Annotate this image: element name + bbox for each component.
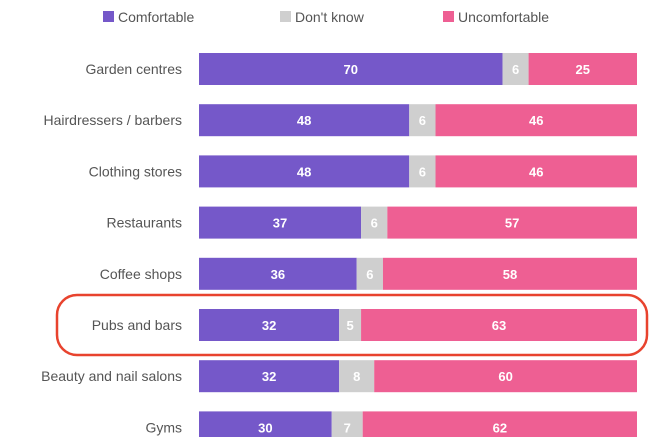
- value-label-don-t-know-pubs-and-bars: 5: [346, 318, 353, 333]
- category-label-hairdressers-barbers: Hairdressers / barbers: [44, 112, 183, 128]
- bar-comfortable-pubs-and-bars: [199, 309, 340, 341]
- bar-uncomfortable-pubs-and-bars: [361, 309, 637, 341]
- highlight-outline-pubs-and-bars: [55, 293, 649, 357]
- legend-swatch-uncomfortable: [443, 11, 454, 22]
- legend: Comfortable Don't know Uncomfortable: [103, 9, 549, 25]
- bar-uncomfortable-beauty-and-nail-salons: [374, 360, 637, 393]
- value-label-don-t-know-clothing-stores: 6: [419, 164, 426, 179]
- category-label-coffee-shops: Coffee shops: [100, 266, 182, 282]
- bar-comfortable-garden-centres: [199, 53, 503, 85]
- highlight-layer: [55, 293, 649, 357]
- category-label-pubs-and-bars: Pubs and bars: [92, 317, 182, 333]
- category-label-beauty-and-nail-salons: Beauty and nail salons: [41, 368, 182, 384]
- bar-comfortable-beauty-and-nail-salons: [199, 360, 340, 393]
- category-label-garden-centres: Garden centres: [86, 61, 183, 77]
- value-label-comfortable-coffee-shops: 36: [271, 267, 285, 282]
- value-label-comfortable-beauty-and-nail-salons: 32: [262, 369, 276, 384]
- value-label-don-t-know-coffee-shops: 6: [366, 267, 373, 282]
- bar-don-t-know-coffee-shops: [356, 257, 383, 290]
- bar-uncomfortable-garden-centres: [528, 53, 637, 85]
- value-label-uncomfortable-restaurants: 57: [505, 216, 519, 231]
- value-label-don-t-know-hairdressers-barbers: 6: [419, 113, 426, 128]
- category-label-restaurants: Restaurants: [107, 215, 182, 231]
- legend-swatch-comfortable: [103, 11, 114, 22]
- bar-comfortable-restaurants: [199, 206, 362, 239]
- value-label-uncomfortable-gyms: 62: [493, 420, 507, 435]
- category-labels: Garden centres Hairdressers / barbers Clot…: [41, 61, 182, 435]
- bar-comfortable-coffee-shops: [199, 257, 357, 290]
- legend-label-comfortable: Comfortable: [118, 9, 194, 25]
- bar-comfortable-clothing-stores: [199, 155, 410, 188]
- value-label-don-t-know-garden-centres: 6: [512, 62, 519, 77]
- bar-don-t-know-gyms: [331, 411, 363, 437]
- bar-uncomfortable-coffee-shops: [382, 257, 637, 290]
- bar-uncomfortable-gyms: [362, 411, 637, 437]
- bar-don-t-know-hairdressers-barbers: [409, 104, 436, 137]
- bar-don-t-know-pubs-and-bars: [339, 309, 362, 341]
- bar-comfortable-gyms: [199, 411, 332, 437]
- bars: 70 6 25 48 6 46 48 6 46 37 6 57 36 6 58 32 5 63 32 8 60 30 7 62: [199, 53, 637, 437]
- value-label-comfortable-pubs-and-bars: 32: [262, 318, 276, 333]
- value-label-comfortable-garden-centres: 70: [344, 62, 358, 77]
- bar-comfortable-hairdressers-barbers: [199, 104, 410, 137]
- bar-don-t-know-beauty-and-nail-salons: [339, 360, 375, 393]
- bar-don-t-know-restaurants: [361, 206, 388, 239]
- value-label-comfortable-hairdressers-barbers: 48: [297, 113, 311, 128]
- bar-don-t-know-clothing-stores: [409, 155, 436, 188]
- bar-uncomfortable-clothing-stores: [435, 155, 637, 188]
- bar-uncomfortable-restaurants: [387, 206, 637, 239]
- value-label-uncomfortable-hairdressers-barbers: 46: [529, 113, 543, 128]
- value-label-uncomfortable-clothing-stores: 46: [529, 164, 543, 179]
- value-label-uncomfortable-garden-centres: 25: [576, 62, 590, 77]
- value-label-comfortable-gyms: 30: [258, 420, 272, 435]
- value-label-comfortable-clothing-stores: 48: [297, 164, 311, 179]
- value-label-don-t-know-beauty-and-nail-salons: 8: [353, 369, 360, 384]
- value-label-comfortable-restaurants: 37: [273, 216, 287, 231]
- value-label-uncomfortable-pubs-and-bars: 63: [492, 318, 506, 333]
- value-label-don-t-know-restaurants: 6: [371, 216, 378, 231]
- value-label-don-t-know-gyms: 7: [344, 420, 351, 435]
- bar-uncomfortable-hairdressers-barbers: [435, 104, 637, 137]
- legend-label-uncomfortable: Uncomfortable: [458, 9, 549, 25]
- legend-swatch-don-t-know: [280, 11, 291, 22]
- category-label-clothing-stores: Clothing stores: [89, 163, 182, 179]
- value-label-uncomfortable-beauty-and-nail-salons: 60: [498, 369, 512, 384]
- value-label-uncomfortable-coffee-shops: 58: [503, 267, 517, 282]
- category-label-gyms: Gyms: [145, 419, 182, 435]
- legend-label-don-t-know: Don't know: [295, 9, 365, 25]
- bar-don-t-know-garden-centres: [502, 53, 529, 85]
